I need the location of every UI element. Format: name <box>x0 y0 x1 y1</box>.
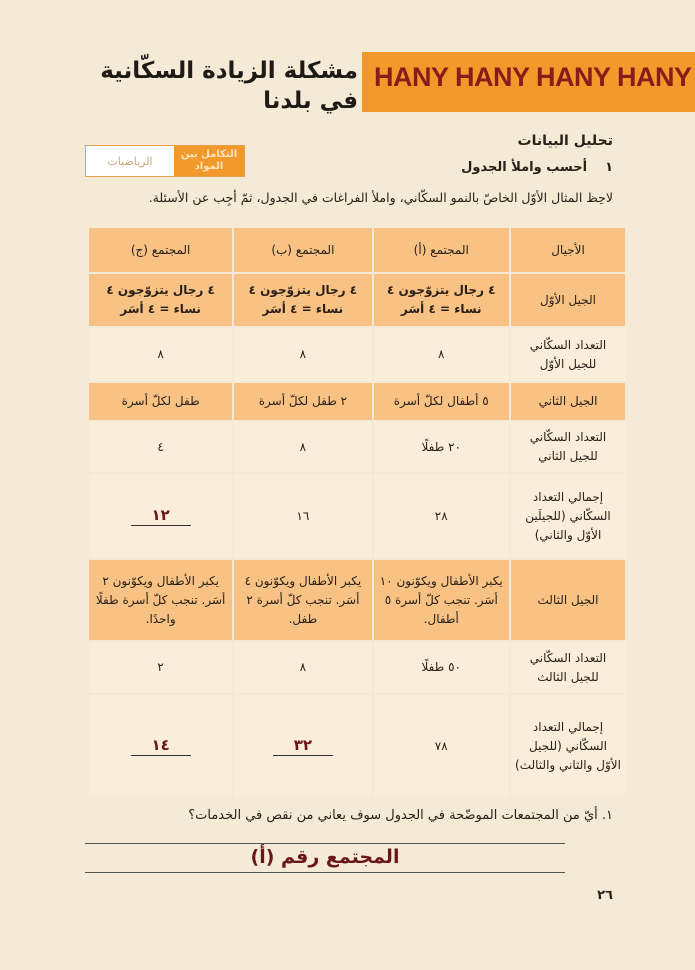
table-cell: ٨ <box>232 640 374 695</box>
table-row: التعداد السكّاني للجيل الثاني ٢٠ طفلًا ٨ ٤ <box>86 420 627 474</box>
answer-line <box>85 872 565 873</box>
step-heading: ١ أحسب واملأ الجدول <box>461 160 613 175</box>
table-row: التعداد السكّاني للجيل الأوّل ٨ ٨ ٨ <box>86 326 627 383</box>
table-cell: ٤ رجال يتزوّجون ٤ نساء = ٤ أسَر <box>232 272 374 328</box>
title-line-2: في بلدنا <box>263 88 358 114</box>
row-label: التعداد السكّاني للجيل الثاني <box>509 420 627 474</box>
filled-answer: ١٤ <box>130 736 191 756</box>
table-cell: ٨ <box>86 326 235 383</box>
table-cell: ٢٠ طفلًا <box>371 420 511 474</box>
table-cell: ٣٢ <box>232 693 374 799</box>
page-title: مشكلة الزيادة السكّانية في بلدنا <box>90 56 358 116</box>
title-line-1: مشكلة الزيادة السكّانية <box>100 58 358 84</box>
row-label: الجيل الأوّل <box>509 272 627 328</box>
column-header: المجتمع (ج) <box>86 226 235 274</box>
table-cell: ٤ رجال يتزوّجون ٤ نساء = ٤ أسَر <box>371 272 511 328</box>
row-label: الجيل الثالث <box>509 558 627 642</box>
badge-label: التكامل بين المواد <box>174 146 244 176</box>
row-label: إجمالي التعداد السكّاني (للجيلَين الأوّل… <box>509 472 627 560</box>
question: ١. أيّ من المجتمعات الموضّحة في الجدول س… <box>188 808 613 823</box>
row-label: التعداد السكّاني للجيل الثالث <box>509 640 627 695</box>
table-cell: ٥٠ طفلًا <box>371 640 511 695</box>
table-cell: ٨ <box>232 420 374 474</box>
badge-subject: الرياضيات <box>107 154 153 168</box>
table-cell: ٧٨ <box>371 693 511 799</box>
table-cell: ٤ <box>86 420 235 474</box>
page-number: ٢٦ <box>597 888 613 903</box>
table-row: الجيل الأوّل ٤ رجال يتزوّجون ٤ نساء = ٤ أ… <box>86 272 627 328</box>
table-cell: ٤ رجال يتزوّجون ٤ نساء = ٤ أسَر <box>86 272 235 328</box>
column-header: المجتمع (أ) <box>371 226 511 274</box>
column-header: المجتمع (ب) <box>232 226 374 274</box>
table-cell: طفل لكلّ أسرة <box>86 381 235 422</box>
table-row: الجيل الثاني ٥ أطفال لكلّ أسرة ٢ طفل لكلّ … <box>86 381 627 422</box>
table-cell: ٢٨ <box>371 472 511 560</box>
step-number: ١ <box>605 160 613 175</box>
row-label: التعداد السكّاني للجيل الأوّل <box>509 326 627 383</box>
table-row: إجمالي التعداد السكّاني (للجيل الأوّل وا… <box>86 693 627 799</box>
table-cell: يكبر الأطفال ويكوّنون ٤ أسَر. تنجب كلّ أ… <box>232 558 374 642</box>
table-cell: يكبر الأطفال ويكوّنون ١٠ أسَر. تنجب كلّ … <box>371 558 511 642</box>
watermark-text: HANY HANY HANY HANY <box>374 62 692 92</box>
row-label: الجيل الثاني <box>509 381 627 422</box>
table-cell: ٥ أطفال لكلّ أسرة <box>371 381 511 422</box>
column-header: الأجيال <box>509 226 627 274</box>
table-cell: يكبر الأطفال ويكوّنون ٢ أسَر. تنجب كلّ أ… <box>86 558 235 642</box>
table-cell: ١٦ <box>232 472 374 560</box>
table-cell: ١٤ <box>86 693 235 799</box>
table-row: الجيل الثالث يكبر الأطفال ويكوّنون ١٠ أسَ… <box>86 558 627 642</box>
table-cell: ١٢ <box>86 472 235 560</box>
subject-badge: الرياضيات التكامل بين المواد <box>85 145 245 177</box>
population-table: الأجيال المجتمع (أ) المجتمع (ب) المجتمع (ج)… <box>86 226 627 799</box>
section-heading: تحليل البيانات <box>517 133 613 149</box>
table-cell: ٨ <box>371 326 511 383</box>
table-header-row: الأجيال المجتمع (أ) المجتمع (ب) المجتمع (ج) <box>86 226 627 274</box>
filled-answer: ١٢ <box>130 506 191 526</box>
row-label: إجمالي التعداد السكّاني (للجيل الأوّل وا… <box>509 693 627 799</box>
step-text: أحسب واملأ الجدول <box>461 160 588 175</box>
header-banner <box>362 52 695 112</box>
answer-line <box>85 843 565 844</box>
filled-answer: ٣٢ <box>272 736 333 756</box>
table-row: التعداد السكّاني للجيل الثالث ٥٠ طفلًا ٨ ٢ <box>86 640 627 695</box>
table-cell: ٢ <box>86 640 235 695</box>
table-row: إجمالي التعداد السكّاني (للجيلَين الأوّل… <box>86 472 627 560</box>
table-cell: ٨ <box>232 326 374 383</box>
table-cell: ٢ طفل لكلّ أسرة <box>232 381 374 422</box>
answer-text: المجتمع رقم (أ) <box>250 846 400 868</box>
instructions: لاحِظ المثال الأوّل الخاصّ بالنمو السكّا… <box>148 190 613 205</box>
